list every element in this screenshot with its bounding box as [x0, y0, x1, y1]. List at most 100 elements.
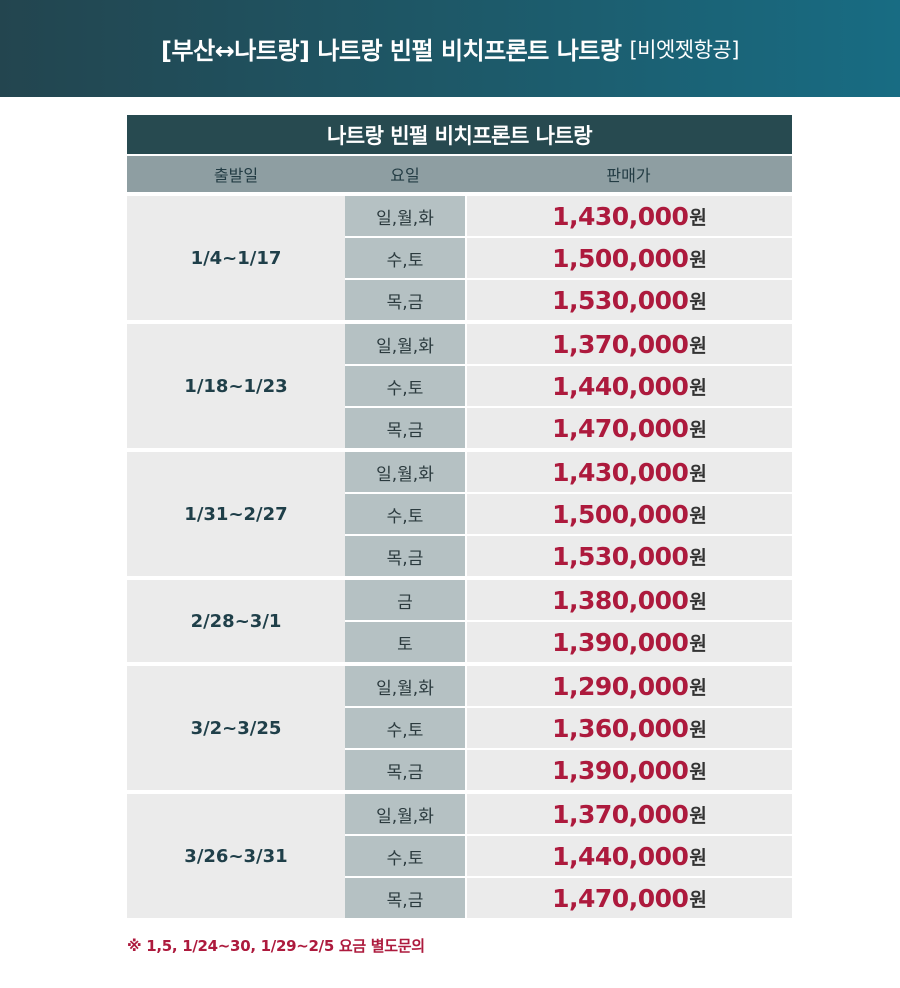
- currency-unit: 원: [689, 718, 707, 741]
- date-group: 1/31~2/27 일,월,화 1,430,000 원 수,토 1,500,000 원 목,금…: [127, 452, 792, 576]
- price-cell: 1,440,000 원: [467, 836, 792, 876]
- weekday-cell: 토: [345, 622, 465, 662]
- weekday-cell: 목,금: [345, 408, 465, 448]
- departure-date-cell: 1/4~1/17: [127, 196, 345, 320]
- price-cell: 1,370,000 원: [467, 794, 792, 834]
- price-rows: 일,월,화 1,430,000 원 수,토 1,500,000 원 목,금 1,530,000…: [345, 196, 792, 320]
- date-group: 3/2~3/25 일,월,화 1,290,000 원 수,토 1,360,000 원 목,금 1…: [127, 666, 792, 790]
- price-value: 1,440,000: [552, 371, 689, 401]
- price-value: 1,500,000: [552, 499, 689, 529]
- price-rows: 일,월,화 1,370,000 원 수,토 1,440,000 원 목,금 1,470,000…: [345, 794, 792, 918]
- table-header: 출발일 요일 판매가: [127, 156, 792, 192]
- table-row: 목,금 1,530,000 원: [345, 280, 792, 320]
- weekday-cell: 일,월,화: [345, 324, 465, 364]
- price-value: 1,370,000: [552, 329, 689, 359]
- price-value: 1,380,000: [552, 585, 689, 615]
- price-value: 1,530,000: [552, 285, 689, 315]
- departure-date-cell: 1/31~2/27: [127, 452, 345, 576]
- header-weekday: 요일: [390, 166, 420, 185]
- table-row: 수,토 1,360,000 원: [345, 708, 792, 748]
- price-table: 나트랑 빈펄 비치프론트 나트랑 출발일 요일 판매가 1/4~1/17 일,월,…: [127, 115, 792, 918]
- price-value: 1,360,000: [552, 713, 689, 743]
- departure-date-cell: 3/26~3/31: [127, 794, 345, 918]
- date-group: 1/4~1/17 일,월,화 1,430,000 원 수,토 1,500,000 원 목,금 1…: [127, 196, 792, 320]
- table-row: 목,금 1,390,000 원: [345, 750, 792, 790]
- weekday-cell: 목,금: [345, 280, 465, 320]
- price-value: 1,290,000: [552, 671, 689, 701]
- weekday-cell: 일,월,화: [345, 196, 465, 236]
- currency-unit: 원: [689, 462, 707, 485]
- price-cell: 1,440,000 원: [467, 366, 792, 406]
- header-departure-date: 출발일: [213, 166, 259, 185]
- weekday-cell: 목,금: [345, 536, 465, 576]
- price-cell: 1,390,000 원: [467, 622, 792, 662]
- price-cell: 1,530,000 원: [467, 280, 792, 320]
- currency-unit: 원: [689, 888, 707, 911]
- price-value: 1,440,000: [552, 841, 689, 871]
- weekday-cell: 수,토: [345, 836, 465, 876]
- departure-date-cell: 1/18~1/23: [127, 324, 345, 448]
- price-cell: 1,530,000 원: [467, 536, 792, 576]
- currency-unit: 원: [689, 290, 707, 313]
- weekday-cell: 일,월,화: [345, 794, 465, 834]
- weekday-cell: 일,월,화: [345, 666, 465, 706]
- price-value: 1,470,000: [552, 413, 689, 443]
- price-rows: 일,월,화 1,290,000 원 수,토 1,360,000 원 목,금 1,390,000…: [345, 666, 792, 790]
- weekday-cell: 수,토: [345, 708, 465, 748]
- price-cell: 1,430,000 원: [467, 196, 792, 236]
- currency-unit: 원: [689, 334, 707, 357]
- weekday-cell: 목,금: [345, 878, 465, 918]
- price-cell: 1,390,000 원: [467, 750, 792, 790]
- table-row: 일,월,화 1,370,000 원: [345, 794, 792, 834]
- price-cell: 1,290,000 원: [467, 666, 792, 706]
- price-value: 1,370,000: [552, 799, 689, 829]
- price-cell: 1,470,000 원: [467, 408, 792, 448]
- banner-airline: [비엣젯항공]: [629, 37, 739, 62]
- price-value: 1,430,000: [552, 201, 689, 231]
- table-row: 일,월,화 1,430,000 원: [345, 196, 792, 236]
- date-group: 1/18~1/23 일,월,화 1,370,000 원 수,토 1,440,000 원 목,금…: [127, 324, 792, 448]
- price-value: 1,390,000: [552, 755, 689, 785]
- currency-unit: 원: [689, 760, 707, 783]
- price-cell: 1,370,000 원: [467, 324, 792, 364]
- currency-unit: 원: [689, 376, 707, 399]
- weekday-cell: 일,월,화: [345, 452, 465, 492]
- departure-date-cell: 3/2~3/25: [127, 666, 345, 790]
- currency-unit: 원: [689, 632, 707, 655]
- banner-title: [부산↔나트랑] 나트랑 빈펄 비치프론트 나트랑: [161, 37, 622, 65]
- table-row: 목,금 1,470,000 원: [345, 408, 792, 448]
- table-row: 목,금 1,530,000 원: [345, 536, 792, 576]
- table-title: 나트랑 빈펄 비치프론트 나트랑: [127, 115, 792, 154]
- departure-date-cell: 2/28~3/1: [127, 580, 345, 662]
- table-row: 토 1,390,000 원: [345, 622, 792, 662]
- price-value: 1,530,000: [552, 541, 689, 571]
- weekday-cell: 수,토: [345, 366, 465, 406]
- table-row: 목,금 1,470,000 원: [345, 878, 792, 918]
- currency-unit: 원: [689, 846, 707, 869]
- weekday-cell: 목,금: [345, 750, 465, 790]
- page-banner: [부산↔나트랑] 나트랑 빈펄 비치프론트 나트랑 [비엣젯항공]: [0, 0, 900, 97]
- table-row: 일,월,화 1,290,000 원: [345, 666, 792, 706]
- table-row: 일,월,화 1,430,000 원: [345, 452, 792, 492]
- table-row: 금 1,380,000 원: [345, 580, 792, 620]
- currency-unit: 원: [689, 418, 707, 441]
- price-value: 1,500,000: [552, 243, 689, 273]
- footnote: ※ 1,5, 1/24~30, 1/29~2/5 요금 별도문의: [127, 937, 425, 955]
- currency-unit: 원: [689, 248, 707, 271]
- date-group: 2/28~3/1 금 1,380,000 원 토 1,390,000 원: [127, 580, 792, 662]
- currency-unit: 원: [689, 206, 707, 229]
- table-row: 수,토 1,440,000 원: [345, 366, 792, 406]
- currency-unit: 원: [689, 676, 707, 699]
- price-rows: 일,월,화 1,430,000 원 수,토 1,500,000 원 목,금 1,530,000…: [345, 452, 792, 576]
- price-value: 1,430,000: [552, 457, 689, 487]
- price-rows: 금 1,380,000 원 토 1,390,000 원: [345, 580, 792, 662]
- table-body: 1/4~1/17 일,월,화 1,430,000 원 수,토 1,500,000 원 목,금 1…: [127, 196, 792, 918]
- price-value: 1,390,000: [552, 627, 689, 657]
- currency-unit: 원: [689, 504, 707, 527]
- table-row: 수,토 1,500,000 원: [345, 238, 792, 278]
- price-cell: 1,430,000 원: [467, 452, 792, 492]
- weekday-cell: 수,토: [345, 238, 465, 278]
- price-cell: 1,360,000 원: [467, 708, 792, 748]
- header-price: 판매가: [606, 166, 651, 185]
- table-row: 수,토 1,440,000 원: [345, 836, 792, 876]
